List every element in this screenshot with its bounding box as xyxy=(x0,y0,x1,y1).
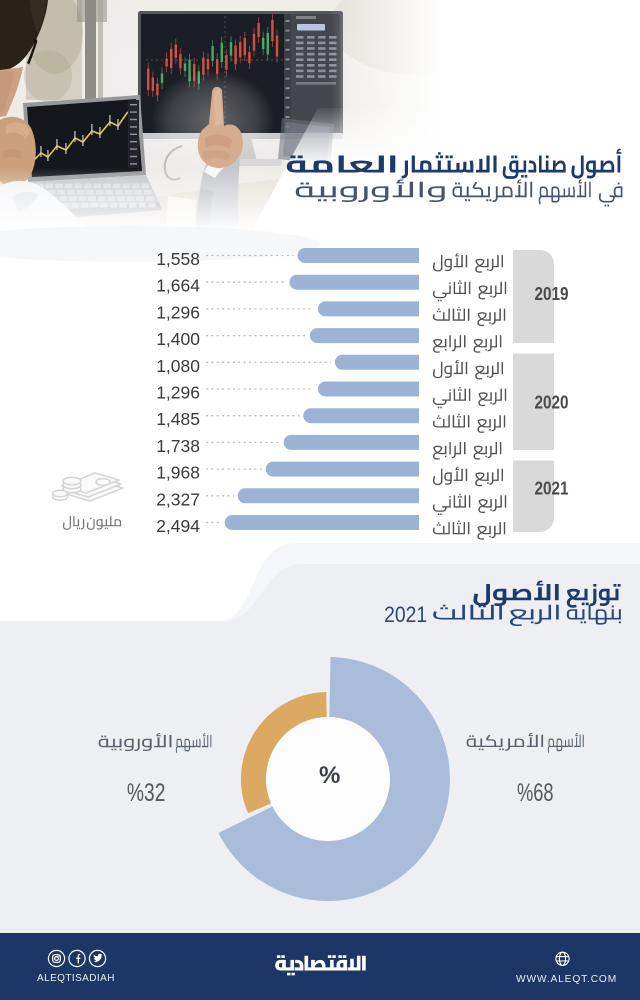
svg-text:2021: 2021 xyxy=(535,479,569,499)
svg-text:1,738: 1,738 xyxy=(156,436,200,456)
svg-text:1,664: 1,664 xyxy=(156,276,200,296)
svg-text:ALEQTISADIAH: ALEQTISADIAH xyxy=(37,973,115,984)
svg-text:1,968: 1,968 xyxy=(156,463,200,483)
svg-text:1,296: 1,296 xyxy=(156,302,200,322)
svg-text:1,400: 1,400 xyxy=(156,329,200,349)
svg-text:2020: 2020 xyxy=(535,393,569,413)
svg-text:%32: %32 xyxy=(127,779,166,807)
svg-text:1,485: 1,485 xyxy=(156,409,200,429)
svg-text:%68: %68 xyxy=(517,779,554,807)
svg-text:1,558: 1,558 xyxy=(156,249,200,269)
svg-text:2019: 2019 xyxy=(535,284,569,304)
svg-text:2,327: 2,327 xyxy=(156,489,200,509)
svg-text:WWW.ALEQT.COM: WWW.ALEQT.COM xyxy=(516,974,617,985)
svg-text:2021: 2021 xyxy=(384,602,427,627)
svg-text:1,296: 1,296 xyxy=(156,383,200,403)
svg-text:1,080: 1,080 xyxy=(156,356,200,376)
svg-text:2,494: 2,494 xyxy=(156,516,200,536)
svg-text:%: % xyxy=(319,762,340,789)
